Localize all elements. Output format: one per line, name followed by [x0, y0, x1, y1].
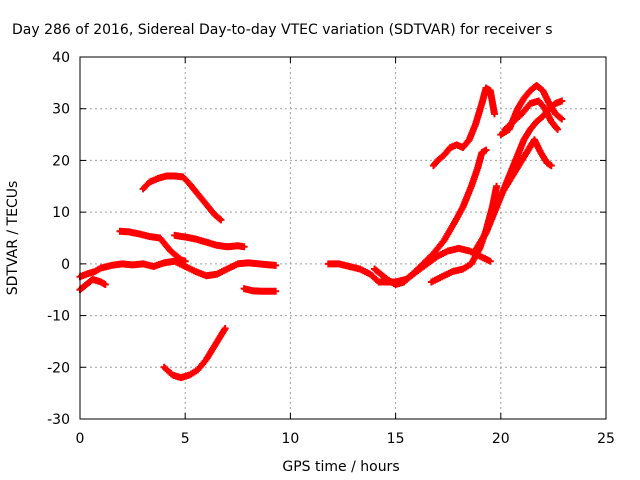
series-track-2: [116, 227, 189, 265]
y-tick-label: 40: [52, 50, 70, 66]
data-markers: [139, 172, 225, 224]
data-markers: [171, 231, 248, 251]
data-markers: [408, 146, 490, 278]
series-track-1: [139, 172, 225, 224]
series-track-3: [171, 231, 248, 251]
y-tick-label: -20: [47, 360, 70, 376]
x-tick-label: 0: [76, 431, 85, 447]
y-tick-label: -10: [47, 309, 70, 325]
x-tick-label: 15: [387, 431, 405, 447]
chart-title: Day 286 of 2016, Sidereal Day-to-day VTE…: [12, 22, 553, 38]
y-tick-label: -30: [47, 412, 70, 428]
series-track-10: [429, 84, 498, 170]
data-markers: [429, 84, 498, 170]
series-track-7: [160, 325, 229, 382]
data-markers: [116, 227, 189, 265]
series-track-11: [408, 146, 490, 278]
data-points: [76, 81, 566, 382]
y-tick-label: 0: [61, 257, 70, 273]
x-tick-label: 25: [597, 431, 615, 447]
data-markers: [501, 97, 562, 133]
x-axis-label: GPS time / hours: [282, 459, 399, 475]
x-tick-label: 20: [492, 431, 510, 447]
plot-frame: [79, 56, 607, 420]
y-tick-label: 10: [52, 205, 70, 221]
y-tick-label: 20: [52, 153, 70, 169]
x-tick-label: 5: [181, 431, 190, 447]
x-tick-label: 10: [281, 431, 299, 447]
series-track-6: [240, 285, 280, 295]
axes: 0 5 10 15 20 25 -30 -20 -10 0 10 20 30 40: [47, 50, 615, 447]
y-axis-label: SDTVAR / TECUs: [5, 181, 21, 296]
data-markers: [160, 325, 229, 382]
y-tick-label: 30: [52, 102, 70, 118]
data-markers: [76, 257, 280, 281]
data-markers: [499, 136, 555, 195]
series-track-16: [501, 97, 562, 133]
series-track-14: [499, 136, 555, 195]
data-markers: [240, 285, 280, 295]
series-track-4: [76, 257, 280, 281]
